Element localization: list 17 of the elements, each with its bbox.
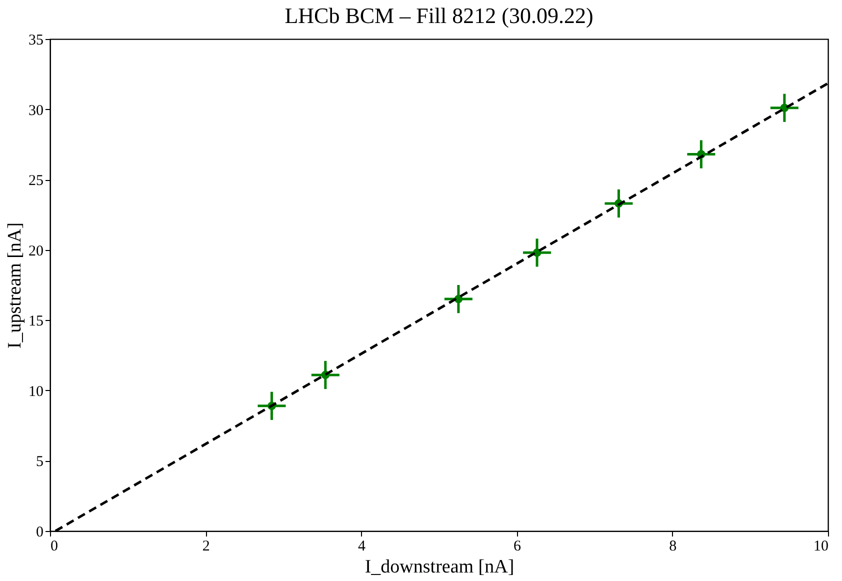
y-tick-label: 0 — [36, 524, 44, 540]
y-axis-title: I_upstream [nA] — [4, 222, 26, 349]
y-tick-label: 25 — [28, 173, 44, 190]
y-tick-label: 30 — [28, 102, 44, 119]
chart-title: LHCb BCM – Fill 8212 (30.09.22) — [284, 3, 594, 28]
x-tick-label: 0 — [50, 538, 58, 554]
x-tick-label: 6 — [514, 538, 522, 554]
y-tick-label: 5 — [36, 454, 44, 470]
y-tick-label: 15 — [28, 314, 44, 330]
x-tick-label: 4 — [358, 538, 366, 554]
y-tick-label: 20 — [28, 243, 44, 260]
y-tick-label: 10 — [28, 384, 44, 400]
x-axis-title: I_downstream [nA] — [364, 556, 514, 578]
y-tick-label: 35 — [28, 32, 44, 48]
x-tick-label: 8 — [669, 538, 677, 554]
x-tick-label: 2 — [202, 538, 210, 554]
x-tick-label: 10 — [814, 538, 828, 554]
